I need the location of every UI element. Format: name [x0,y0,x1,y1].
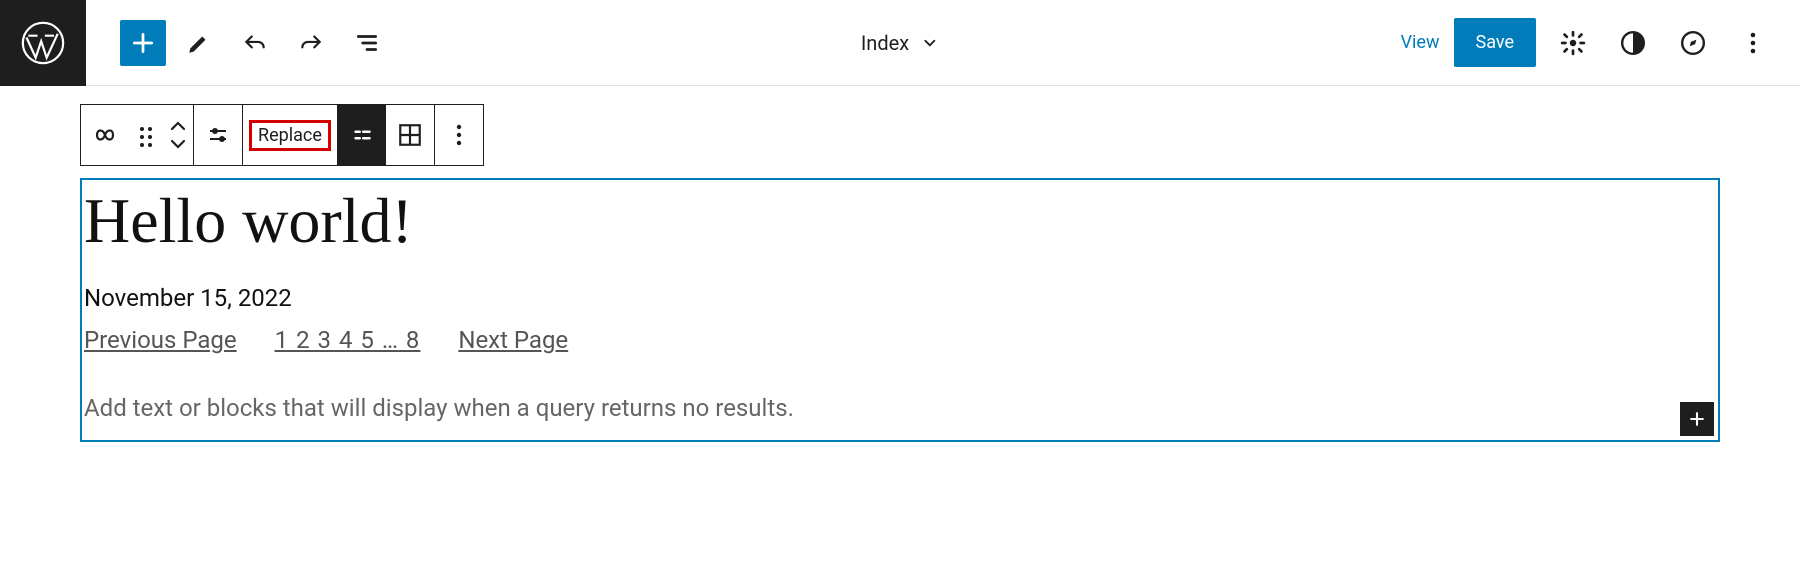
replace-button[interactable]: Replace [243,105,337,165]
drag-handle[interactable] [129,105,163,165]
no-results-placeholder[interactable]: Add text or blocks that will display whe… [84,394,1716,422]
wp-logo[interactable] [0,0,86,86]
template-selector[interactable]: Index [861,0,939,86]
next-page-link[interactable]: Next Page [458,326,568,354]
move-down-button[interactable] [170,135,186,153]
move-up-button[interactable] [170,117,186,135]
list-view-button[interactable] [344,20,390,66]
block-toolbar: Replace [80,104,484,166]
styles-button[interactable] [1610,20,1656,66]
editor-canvas: Replace Hello world! November 15, 2022 P… [0,86,1800,442]
edit-tool-button[interactable] [176,20,222,66]
redo-button[interactable] [288,20,334,66]
query-loop-block[interactable]: Hello world! November 15, 2022 Previous … [80,178,1720,442]
chevron-down-icon [921,34,939,52]
block-movers [163,105,193,165]
query-loop-icon[interactable] [81,105,129,165]
prev-page-link[interactable]: Previous Page [84,326,237,354]
page-numbers[interactable]: 1 2 3 4 5 … 8 [275,326,421,354]
template-name-label: Index [861,31,909,55]
settings-button[interactable] [1550,20,1596,66]
post-title[interactable]: Hello world! [84,184,1716,284]
more-options-button[interactable] [1730,20,1776,66]
add-block-button[interactable] [120,20,166,66]
undo-button[interactable] [232,20,278,66]
navigation-button[interactable] [1670,20,1716,66]
replace-label: Replace [249,120,331,151]
block-more-options[interactable] [435,105,483,165]
top-left-tools [86,20,390,66]
list-layout-button[interactable] [338,105,386,165]
add-block-inline-button[interactable] [1680,402,1714,436]
post-date[interactable]: November 15, 2022 [84,284,1716,326]
view-link[interactable]: View [1401,32,1440,53]
save-button[interactable]: Save [1454,18,1537,67]
top-right-tools: View Save [1401,18,1800,67]
pagination: Previous Page 1 2 3 4 5 … 8 Next Page [84,326,1716,394]
editor-top-bar: Index View Save [0,0,1800,86]
grid-layout-button[interactable] [386,105,434,165]
display-settings-button[interactable] [194,105,242,165]
